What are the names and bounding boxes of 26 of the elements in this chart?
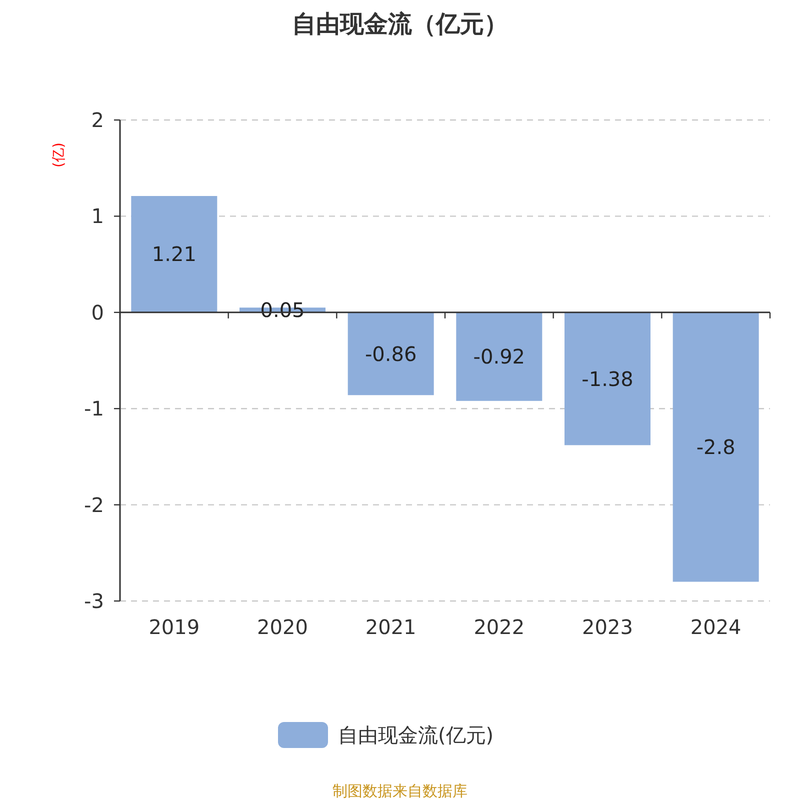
data-label: -2.8 <box>696 435 736 460</box>
bar <box>348 312 434 396</box>
x-tick-label: 2020 <box>257 615 308 639</box>
bar <box>131 196 218 312</box>
bar <box>564 312 650 446</box>
data-label: -0.92 <box>473 344 526 369</box>
x-tick-label: 2021 <box>365 615 416 639</box>
y-tick-label: 1 <box>91 204 104 228</box>
x-tick-label: 2019 <box>148 615 200 639</box>
y-tick-label: 0 <box>91 300 104 324</box>
bar <box>672 312 759 582</box>
y-tick-label: 2 <box>91 108 104 132</box>
x-tick-label: 2023 <box>582 615 633 639</box>
y-tick-label: -3 <box>84 589 104 613</box>
y-axis-title: (亿) <box>51 142 67 168</box>
chart-title: 自由现金流（亿元） <box>292 10 508 38</box>
x-tick-label: 2024 <box>690 615 742 639</box>
data-label: -1.38 <box>582 366 634 391</box>
y-tick-label: -2 <box>84 492 104 517</box>
y-tick-label: -1 <box>84 396 104 421</box>
data-label: 1.21 <box>152 242 196 266</box>
data-label: -0.86 <box>364 342 417 366</box>
text: 制图数据来自数据库 <box>332 782 468 800</box>
legend-label: 自由现金流(亿元) <box>338 723 494 747</box>
x-tick-label: 2022 <box>474 615 525 639</box>
bar <box>456 312 542 401</box>
